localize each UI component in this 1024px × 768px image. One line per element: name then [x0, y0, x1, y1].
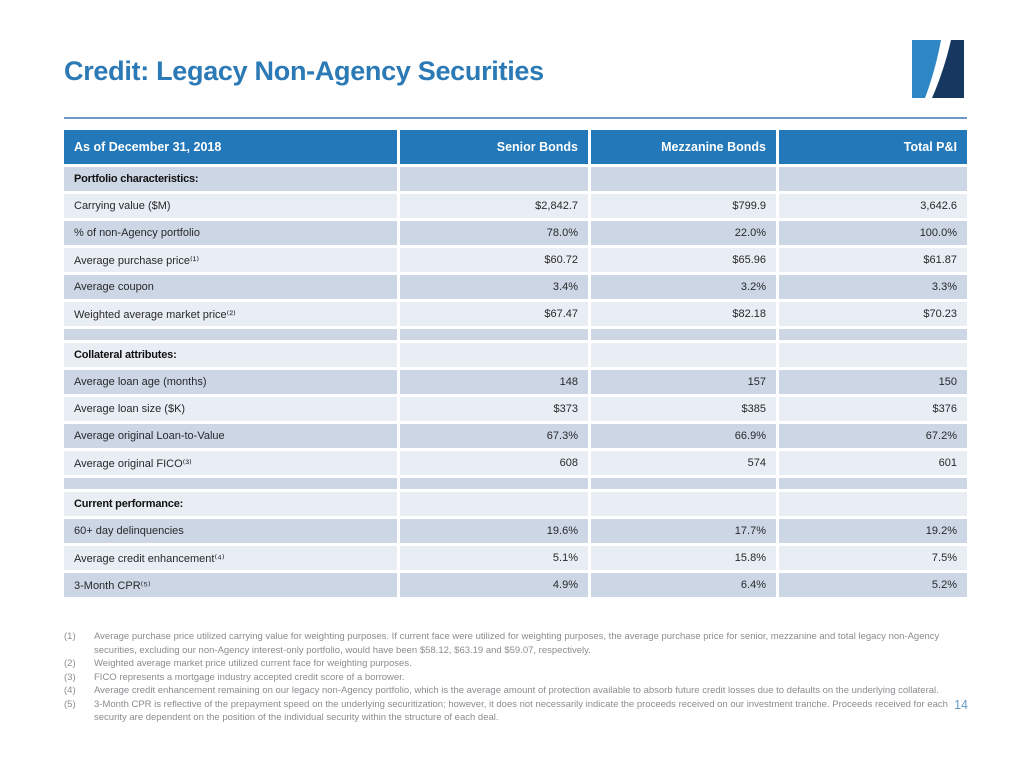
cell-total: $61.87	[779, 248, 967, 272]
cell-senior: $373	[400, 397, 588, 421]
cell-total: 7.5%	[779, 546, 967, 570]
spacer-cell	[779, 478, 967, 489]
cell-senior: $67.47	[400, 302, 588, 326]
cell-total: 601	[779, 451, 967, 475]
footnote: (5) 3-Month CPR is reflective of the prep…	[64, 698, 967, 725]
securities-table: As of December 31, 2018 Senior Bonds Mezza…	[64, 130, 967, 597]
section-empty-cell	[779, 492, 967, 516]
spacer-cell	[591, 478, 776, 489]
spacer-cell	[400, 329, 588, 340]
cell-mezzanine: 3.2%	[591, 275, 776, 299]
footnote-text: FICO represents a mortgage industry acce…	[94, 671, 405, 683]
table-header-col: Senior Bonds	[400, 130, 588, 164]
cell-total: 3.3%	[779, 275, 967, 299]
section-empty-cell	[591, 167, 776, 191]
cell-mezzanine: 22.0%	[591, 221, 776, 245]
footnotes: (1) Average purchase price utilized carry…	[64, 630, 967, 725]
cell-total: 150	[779, 370, 967, 394]
cell-mezzanine: 17.7%	[591, 519, 776, 543]
footnote-number: (2)	[64, 658, 76, 669]
spacer-cell	[64, 478, 397, 489]
row-label: 3-Month CPR⁽⁵⁾	[64, 573, 397, 597]
table-header-asof: As of December 31, 2018	[64, 130, 397, 164]
title-divider	[64, 117, 967, 119]
section-empty-cell	[591, 492, 776, 516]
row-label: 60+ day delinquencies	[64, 519, 397, 543]
cell-total: 19.2%	[779, 519, 967, 543]
table-header-col: Total P&I	[779, 130, 967, 164]
cell-total: $70.23	[779, 302, 967, 326]
cell-senior: 19.6%	[400, 519, 588, 543]
footnote: (2) Weighted average market price utilize…	[64, 657, 967, 671]
footnote-text: 3-Month CPR is reflective of the prepaym…	[94, 698, 948, 724]
row-label: Average credit enhancement⁽⁴⁾	[64, 546, 397, 570]
footnote-number: (4)	[64, 685, 76, 696]
cell-mezzanine: $799.9	[591, 194, 776, 218]
page-number: 14	[954, 698, 968, 712]
section-empty-cell	[400, 167, 588, 191]
row-label: Carrying value ($M)	[64, 194, 397, 218]
table-header-col: Mezzanine Bonds	[591, 130, 776, 164]
row-label: Average coupon	[64, 275, 397, 299]
cell-mezzanine: $65.96	[591, 248, 776, 272]
cell-total: 100.0%	[779, 221, 967, 245]
footnote: (4) Average credit enhancement remaining …	[64, 684, 967, 698]
page-title: Credit: Legacy Non-Agency Securities	[64, 56, 544, 86]
cell-senior: $60.72	[400, 248, 588, 272]
row-label: Average purchase price⁽¹⁾	[64, 248, 397, 272]
row-label: % of non-Agency portfolio	[64, 221, 397, 245]
footnote-number: (1)	[64, 631, 76, 642]
cell-mezzanine: 15.8%	[591, 546, 776, 570]
spacer-cell	[400, 478, 588, 489]
row-label: Average original Loan-to-Value	[64, 424, 397, 448]
section-empty-cell	[591, 343, 776, 367]
spacer-cell	[779, 329, 967, 340]
cell-total: 3,642.6	[779, 194, 967, 218]
cell-senior: 3.4%	[400, 275, 588, 299]
cell-senior: 608	[400, 451, 588, 475]
row-label: Average loan size ($K)	[64, 397, 397, 421]
cell-senior: 5.1%	[400, 546, 588, 570]
spacer-cell	[591, 329, 776, 340]
cell-senior: $2,842.7	[400, 194, 588, 218]
footnote-text: Average purchase price utilized carrying…	[94, 631, 940, 656]
row-label: Average loan age (months)	[64, 370, 397, 394]
cell-mezzanine: 157	[591, 370, 776, 394]
cell-mezzanine: $385	[591, 397, 776, 421]
section-empty-cell	[400, 492, 588, 516]
company-logo-icon	[912, 40, 964, 98]
spacer-cell	[64, 329, 397, 340]
cell-senior: 67.3%	[400, 424, 588, 448]
cell-total: 67.2%	[779, 424, 967, 448]
cell-mezzanine: 6.4%	[591, 573, 776, 597]
footnote-number: (3)	[64, 671, 76, 683]
cell-mezzanine: $82.18	[591, 302, 776, 326]
section-header: Portfolio characteristics:	[64, 167, 397, 191]
cell-total: $376	[779, 397, 967, 421]
footnote-text: Average credit enhancement remaining on …	[94, 685, 939, 696]
row-label: Average original FICO⁽³⁾	[64, 451, 397, 475]
section-header: Current performance:	[64, 492, 397, 516]
section-empty-cell	[779, 167, 967, 191]
footnote-number: (5)	[64, 698, 76, 710]
cell-senior: 78.0%	[400, 221, 588, 245]
cell-mezzanine: 66.9%	[591, 424, 776, 448]
footnote: (1) Average purchase price utilized carry…	[64, 630, 967, 657]
cell-senior: 4.9%	[400, 573, 588, 597]
cell-senior: 148	[400, 370, 588, 394]
cell-total: 5.2%	[779, 573, 967, 597]
section-empty-cell	[779, 343, 967, 367]
row-label: Weighted average market price⁽²⁾	[64, 302, 397, 326]
footnote: (3) FICO represents a mortgage industry a…	[64, 671, 967, 685]
footnote-text: Weighted average market price utilized c…	[94, 658, 412, 669]
section-header: Collateral attributes:	[64, 343, 397, 367]
cell-mezzanine: 574	[591, 451, 776, 475]
section-empty-cell	[400, 343, 588, 367]
